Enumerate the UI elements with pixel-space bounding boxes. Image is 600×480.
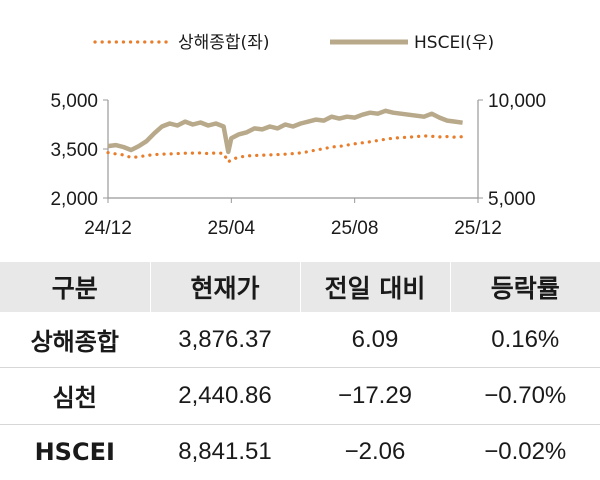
legend-label-hscei: HSCEI(우) bbox=[414, 33, 494, 53]
chart-area: 2,000 3,500 5,000 5,000 10,000 24/12 25/04 25/0… bbox=[50, 33, 546, 239]
header-change: 전일 대비 bbox=[300, 262, 451, 312]
header-category: 구분 bbox=[0, 262, 151, 312]
table-row: 상해종합 3,876.37 6.09 0.16% bbox=[0, 312, 600, 369]
y-left-tick-label: 3,500 bbox=[50, 140, 98, 161]
row-price: 8,841.51 bbox=[150, 424, 301, 480]
row-name: 상해종합 bbox=[0, 312, 151, 369]
x-tick-label: 25/12 bbox=[454, 218, 502, 239]
x-tick-label: 25/08 bbox=[331, 218, 379, 239]
row-price: 3,876.37 bbox=[150, 312, 301, 369]
row-price: 2,440.86 bbox=[150, 367, 301, 425]
x-tick-label: 24/12 bbox=[84, 218, 132, 239]
row-name: 심천 bbox=[0, 367, 151, 425]
table-row: HSCEI 8,841.51 −2.06 −0.02% bbox=[0, 424, 600, 480]
x-tick-label: 25/04 bbox=[208, 218, 256, 239]
row-change: −17.29 bbox=[300, 367, 451, 425]
shanghai-composite-line bbox=[106, 134, 465, 165]
row-change: 6.09 bbox=[300, 312, 451, 369]
y-right-tick-label: 5,000 bbox=[488, 189, 536, 210]
row-change-rate: 0.16% bbox=[450, 312, 600, 369]
row-change-rate: −0.70% bbox=[450, 367, 600, 425]
legend-label-shanghai: 상해종합(좌) bbox=[178, 33, 269, 53]
y-right-tick-label: 10,000 bbox=[488, 91, 546, 112]
y-left-tick-label: 2,000 bbox=[50, 189, 98, 210]
y-left-tick-label: 5,000 bbox=[50, 91, 98, 112]
row-change: −2.06 bbox=[300, 424, 451, 480]
line-chart: 2,000 3,500 5,000 5,000 10,000 24/12 25/04 25/0… bbox=[50, 33, 546, 239]
header-change-rate: 등락률 bbox=[450, 262, 600, 312]
table-header-row: 구분 현재가 전일 대비 등락률 bbox=[0, 262, 600, 312]
header-current-price: 현재가 bbox=[150, 262, 301, 312]
hscei-line bbox=[107, 108, 463, 155]
row-name: HSCEI bbox=[0, 424, 151, 480]
table-row: 심천 2,440.86 −17.29 −0.70% bbox=[0, 367, 600, 425]
row-change-rate: −0.02% bbox=[484, 438, 567, 466]
index-table: 구분 현재가 전일 대비 등락률 상해종합 3,876.37 6.09 0.16… bbox=[0, 262, 600, 480]
